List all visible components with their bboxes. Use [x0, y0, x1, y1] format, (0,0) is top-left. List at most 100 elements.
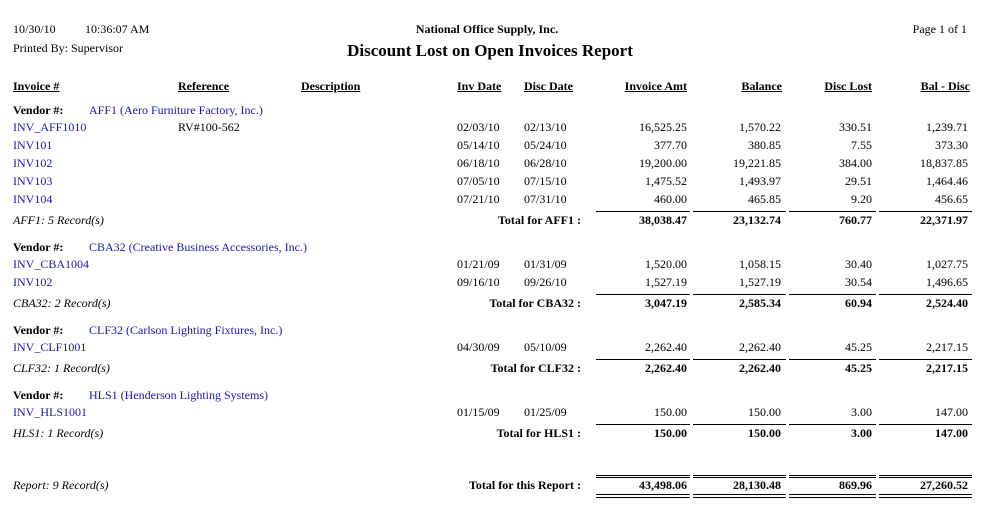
record-count: CLF32: 1 Record(s) — [13, 361, 110, 375]
total-value: 45.25 — [845, 361, 872, 375]
invoice-number: INV103 — [13, 174, 53, 188]
record-count: AFF1: 5 Record(s) — [13, 213, 104, 227]
total-value: 150.00 — [654, 426, 687, 440]
amount: 1,493.97 — [739, 174, 781, 188]
amount: 1,527.19 — [739, 275, 781, 289]
inv-date: 09/16/10 — [457, 275, 500, 289]
vendor-name: HLS1 (Henderson Lighting Systems) — [89, 388, 268, 402]
disc-date: 07/31/10 — [524, 192, 567, 206]
rule — [789, 497, 876, 498]
record-count: CBA32: 2 Record(s) — [13, 296, 111, 310]
invoice-number: INV101 — [13, 138, 53, 152]
rule — [879, 211, 972, 212]
amount: 30.54 — [845, 275, 872, 289]
column-header: Invoice # — [13, 79, 60, 93]
rule — [879, 494, 972, 495]
disc-date: 02/13/10 — [524, 120, 567, 134]
vendor-name: AFF1 (Aero Furniture Factory, Inc.) — [89, 103, 263, 117]
print-date: 10/30/10 — [13, 22, 56, 36]
amount: 16,525.25 — [639, 120, 687, 134]
inv-date: 01/15/09 — [457, 405, 500, 419]
rule — [789, 477, 876, 478]
rule — [789, 424, 876, 425]
rule — [596, 424, 690, 425]
inv-date: 02/03/10 — [457, 120, 500, 134]
amount: 19,200.00 — [639, 156, 687, 170]
rule — [789, 494, 876, 495]
rule — [879, 497, 972, 498]
invoice-number: INV_CBA1004 — [13, 257, 90, 271]
total-value: 2,524.40 — [926, 296, 968, 310]
total-value: 2,262.40 — [645, 361, 687, 375]
amount: 19,221.85 — [733, 156, 781, 170]
amount: 1,527.19 — [645, 275, 687, 289]
disc-date: 07/15/10 — [524, 174, 567, 188]
company-name: National Office Supply, Inc. — [415, 22, 559, 36]
rule — [693, 359, 786, 360]
column-header: Reference — [178, 79, 230, 93]
amount: 384.00 — [839, 156, 872, 170]
amount: 2,217.15 — [926, 340, 968, 354]
printed-by: Printed By: Supervisor — [13, 41, 123, 55]
rule — [879, 294, 972, 295]
amount: 147.00 — [935, 405, 968, 419]
rule — [596, 475, 690, 476]
rule — [693, 294, 786, 295]
disc-date: 01/31/09 — [524, 257, 567, 271]
total-label: Total for AFF1 : — [498, 213, 581, 227]
invoice-number: INV102 — [13, 156, 53, 170]
column-header: Description — [301, 79, 361, 93]
rule — [596, 211, 690, 212]
disc-date: 05/10/09 — [524, 340, 567, 354]
invoice-number: INV104 — [13, 192, 53, 206]
rule — [879, 424, 972, 425]
disc-date: 01/25/09 — [524, 405, 567, 419]
column-header: Invoice Amt — [624, 79, 687, 93]
amount: 1,475.52 — [645, 174, 687, 188]
disc-date: 09/26/10 — [524, 275, 567, 289]
total-value: 43,498.06 — [639, 478, 687, 492]
invoice-number: INV102 — [13, 275, 53, 289]
vendor-label: Vendor #: — [13, 323, 64, 337]
vendor-label: Vendor #: — [13, 103, 64, 117]
total-label: Total for CLF32 : — [490, 361, 581, 375]
amount: 1,520.00 — [645, 257, 687, 271]
rule — [596, 294, 690, 295]
amount: 373.30 — [935, 138, 968, 152]
amount: 2,262.40 — [645, 340, 687, 354]
amount: 1,570.22 — [739, 120, 781, 134]
rule — [879, 477, 972, 478]
amount: 45.25 — [845, 340, 872, 354]
total-value: 23,132.74 — [733, 213, 781, 227]
invoice-number: INV_AFF1010 — [13, 120, 87, 134]
total-value: 760.77 — [839, 213, 872, 227]
invoice-number: INV_HLS1001 — [13, 405, 87, 419]
vendor-name: CBA32 (Creative Business Accessories, In… — [89, 240, 307, 254]
print-time: 10:36:07 AM — [85, 22, 150, 36]
amount: 2,262.40 — [739, 340, 781, 354]
record-count: HLS1: 1 Record(s) — [13, 426, 104, 440]
amount: 465.85 — [748, 192, 781, 206]
total-label: Total for this Report : — [469, 478, 581, 492]
total-value: 150.00 — [748, 426, 781, 440]
inv-date: 05/14/10 — [457, 138, 500, 152]
total-value: 28,130.48 — [733, 478, 781, 492]
amount: 1,058.15 — [739, 257, 781, 271]
rule — [693, 424, 786, 425]
record-count: Report: 9 Record(s) — [13, 478, 109, 492]
rule — [789, 359, 876, 360]
inv-date: 07/05/10 — [457, 174, 500, 188]
column-header: Inv Date — [457, 79, 502, 93]
amount: 7.55 — [851, 138, 872, 152]
total-value: 60.94 — [845, 296, 872, 310]
amount: 1,464.46 — [926, 174, 968, 188]
amount: 1,027.75 — [926, 257, 968, 271]
vendor-label: Vendor #: — [13, 240, 64, 254]
rule — [693, 477, 786, 478]
disc-date: 06/28/10 — [524, 156, 567, 170]
reference: RV#100-562 — [178, 120, 240, 134]
amount: 18,837.85 — [920, 156, 968, 170]
vendor-label: Vendor #: — [13, 388, 64, 402]
rule — [693, 494, 786, 495]
